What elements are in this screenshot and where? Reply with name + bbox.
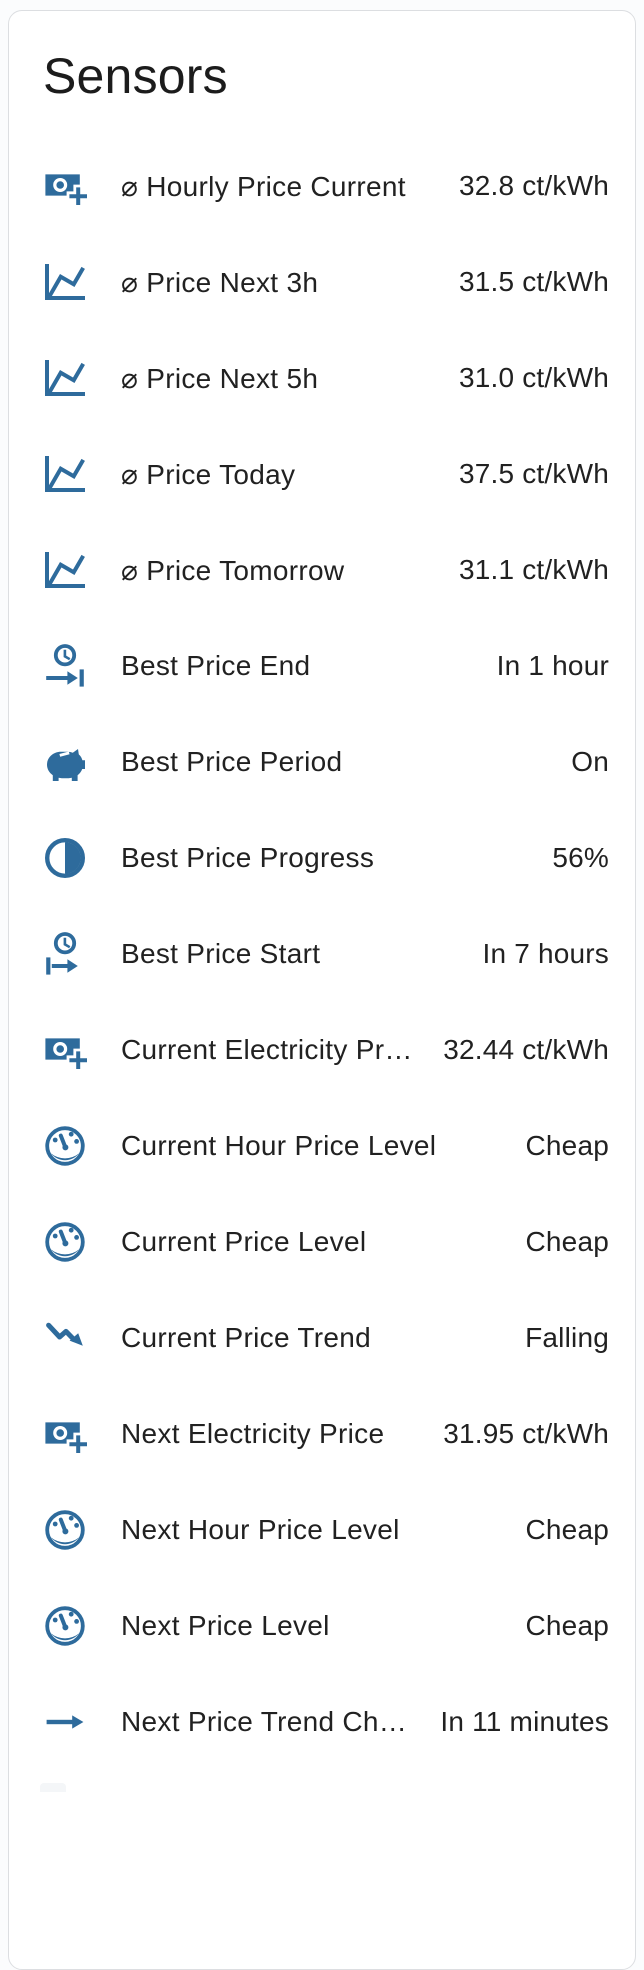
chart-line-icon [41,354,89,402]
sensors-card: Sensors ⌀ Hourly Price Current 32.8 ct/k… [8,10,636,1970]
entity-state: Cheap [525,1226,609,1257]
sensor-row[interactable]: ⌀ Price Tomorrow 31.1 ct/kWh [41,522,609,618]
chart-line-icon [41,450,89,498]
sensor-row[interactable]: Best Price End In 1 hour [41,618,609,714]
entity-state: In 11 minutes [440,1706,609,1737]
entity-name: Current Price Trend [121,1322,372,1353]
entity-state: In 1 hour [496,650,609,681]
gauge-icon [41,1506,89,1554]
cash-plus-icon [41,1026,89,1074]
sensor-row[interactable]: Current Price Level Cheap [41,1194,609,1290]
sensor-row[interactable]: Current Electricity Pr… 32.44 ct/kWh [41,1002,609,1098]
entity-name: Next Electricity Price [121,1418,385,1449]
entity-name: Next Price Trend Ch… [121,1706,408,1737]
gauge-icon [41,1602,89,1650]
entity-name: Next Price Level [121,1610,330,1641]
card-title: Sensors [43,48,228,104]
entity-state: 31.1 ct/kWh [458,554,609,585]
entity-name: ⌀ Price Next 5h [121,362,319,394]
entity-name: Best Price End [121,650,311,681]
entity-state: 37.5 ct/kWh [458,458,609,489]
entity-name: Current Price Level [121,1226,367,1257]
entity-state: 56% [552,842,609,873]
entity-state: Falling [525,1322,609,1353]
sensor-row[interactable]: Current Hour Price Level Cheap [41,1098,609,1194]
trending-down-icon [41,1314,89,1362]
chart-line-icon [41,546,89,594]
cash-plus-icon [41,1410,89,1458]
entity-state: Cheap [525,1130,609,1161]
entity-name: ⌀ Price Today [121,458,296,490]
entity-state: 31.5 ct/kWh [458,266,609,297]
clock-start-icon [41,930,89,978]
entity-state: 31.0 ct/kWh [458,362,609,393]
piggy-bank-icon [41,738,89,786]
entity-name: Current Hour Price Level [121,1130,437,1161]
sensor-row[interactable]: Next Hour Price Level Cheap [41,1482,609,1578]
sensor-row[interactable]: Next Price Trend Ch… In 11 minutes [41,1674,609,1770]
sensor-row[interactable]: ⌀ Price Today 37.5 ct/kWh [41,426,609,522]
entity-name: Current Electricity Pr… [121,1034,413,1065]
partial-next-row-icon [40,1783,66,1792]
sensor-row[interactable]: ⌀ Hourly Price Current 32.8 ct/kWh [41,138,609,234]
sensor-row[interactable]: ⌀ Price Next 5h 31.0 ct/kWh [41,330,609,426]
cash-plus-icon [41,162,89,210]
sensor-row[interactable]: ⌀ Price Next 3h 31.5 ct/kWh [41,234,609,330]
entity-name: Best Price Period [121,746,343,777]
entity-state: In 7 hours [482,938,609,969]
entity-state: 32.44 ct/kWh [443,1034,609,1065]
gauge-icon [41,1122,89,1170]
arrow-right-icon [41,1698,89,1746]
circle-half-icon [41,834,89,882]
entity-state: 32.8 ct/kWh [458,170,609,201]
entity-name: Best Price Progress [121,842,375,873]
entity-name: ⌀ Price Tomorrow [121,554,345,586]
sensor-row[interactable]: Current Price Trend Falling [41,1290,609,1386]
entity-name: Best Price Start [121,938,321,969]
entity-name: Next Hour Price Level [121,1514,400,1545]
sensor-row[interactable]: Best Price Start In 7 hours [41,906,609,1002]
sensor-list: ⌀ Hourly Price Current 32.8 ct/kWh ⌀ Pri… [41,138,609,1770]
gauge-icon [41,1218,89,1266]
entity-state: Cheap [525,1514,609,1545]
entity-name: ⌀ Price Next 3h [121,266,319,298]
entity-state: Cheap [525,1610,609,1641]
entity-state: 31.95 ct/kWh [443,1418,609,1449]
chart-line-icon [41,258,89,306]
sensor-row[interactable]: Next Price Level Cheap [41,1578,609,1674]
sensor-row[interactable]: Best Price Period On [41,714,609,810]
sensor-row[interactable]: Next Electricity Price 31.95 ct/kWh [41,1386,609,1482]
entity-name: ⌀ Hourly Price Current [121,170,406,202]
sensor-row[interactable]: Best Price Progress 56% [41,810,609,906]
clock-end-icon [41,642,89,690]
entity-state: On [571,746,609,777]
